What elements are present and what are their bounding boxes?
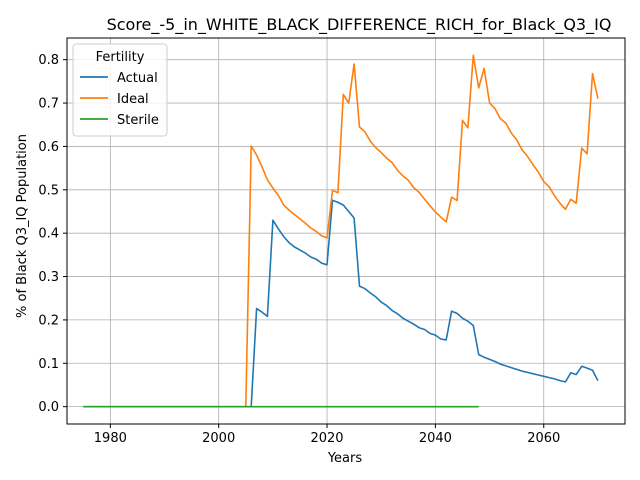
series-line-ideal — [83, 54, 599, 408]
series-lines — [83, 54, 599, 408]
y-axis-label: % of Black Q3_IQ Population — [15, 134, 30, 318]
legend-label: Actual — [117, 71, 158, 86]
y-axis-ticks: 0.0 0.1 0.2 0.3 0.4 0.5 0.6 0.7 0.8 — [38, 53, 67, 415]
x-tick-label: 1980 — [94, 431, 127, 446]
x-tick-label: 2020 — [310, 431, 343, 446]
x-axis-label: Years — [327, 451, 363, 466]
x-tick-label: 2000 — [202, 431, 235, 446]
legend-box — [72, 43, 168, 137]
y-tick-label: 0.7 — [38, 97, 59, 112]
legend-entries: Actual Ideal Sterile — [80, 71, 159, 128]
y-tick-label: 0.0 — [38, 400, 59, 415]
y-tick-label: 0.8 — [38, 53, 59, 68]
series-line-actual — [250, 199, 599, 407]
legend-label: Sterile — [117, 113, 159, 128]
legend-label: Ideal — [117, 92, 149, 107]
y-tick-label: 0.6 — [38, 140, 59, 155]
y-tick-label: 0.4 — [38, 227, 59, 242]
x-tick-label: 2040 — [419, 431, 452, 446]
y-tick-label: 0.3 — [38, 270, 59, 285]
x-axis-ticks: 1980 2000 2020 2040 2060 — [94, 424, 560, 446]
legend-entry-sterile: Sterile — [80, 113, 159, 128]
y-tick-label: 0.1 — [38, 357, 59, 372]
y-tick-label: 0.5 — [38, 183, 59, 198]
legend-entry-ideal: Ideal — [80, 92, 149, 107]
legend-title: Fertility — [96, 50, 145, 65]
legend-entry-actual: Actual — [80, 71, 158, 86]
chart-title: Score_-5_in_WHITE_BLACK_DIFFERENCE_RICH_… — [107, 15, 612, 35]
y-tick-label: 0.2 — [38, 313, 59, 328]
plot-area-frame — [66, 37, 626, 425]
x-tick-label: 2060 — [527, 431, 560, 446]
legend: Fertility Actual Ideal Sterile — [72, 43, 168, 137]
